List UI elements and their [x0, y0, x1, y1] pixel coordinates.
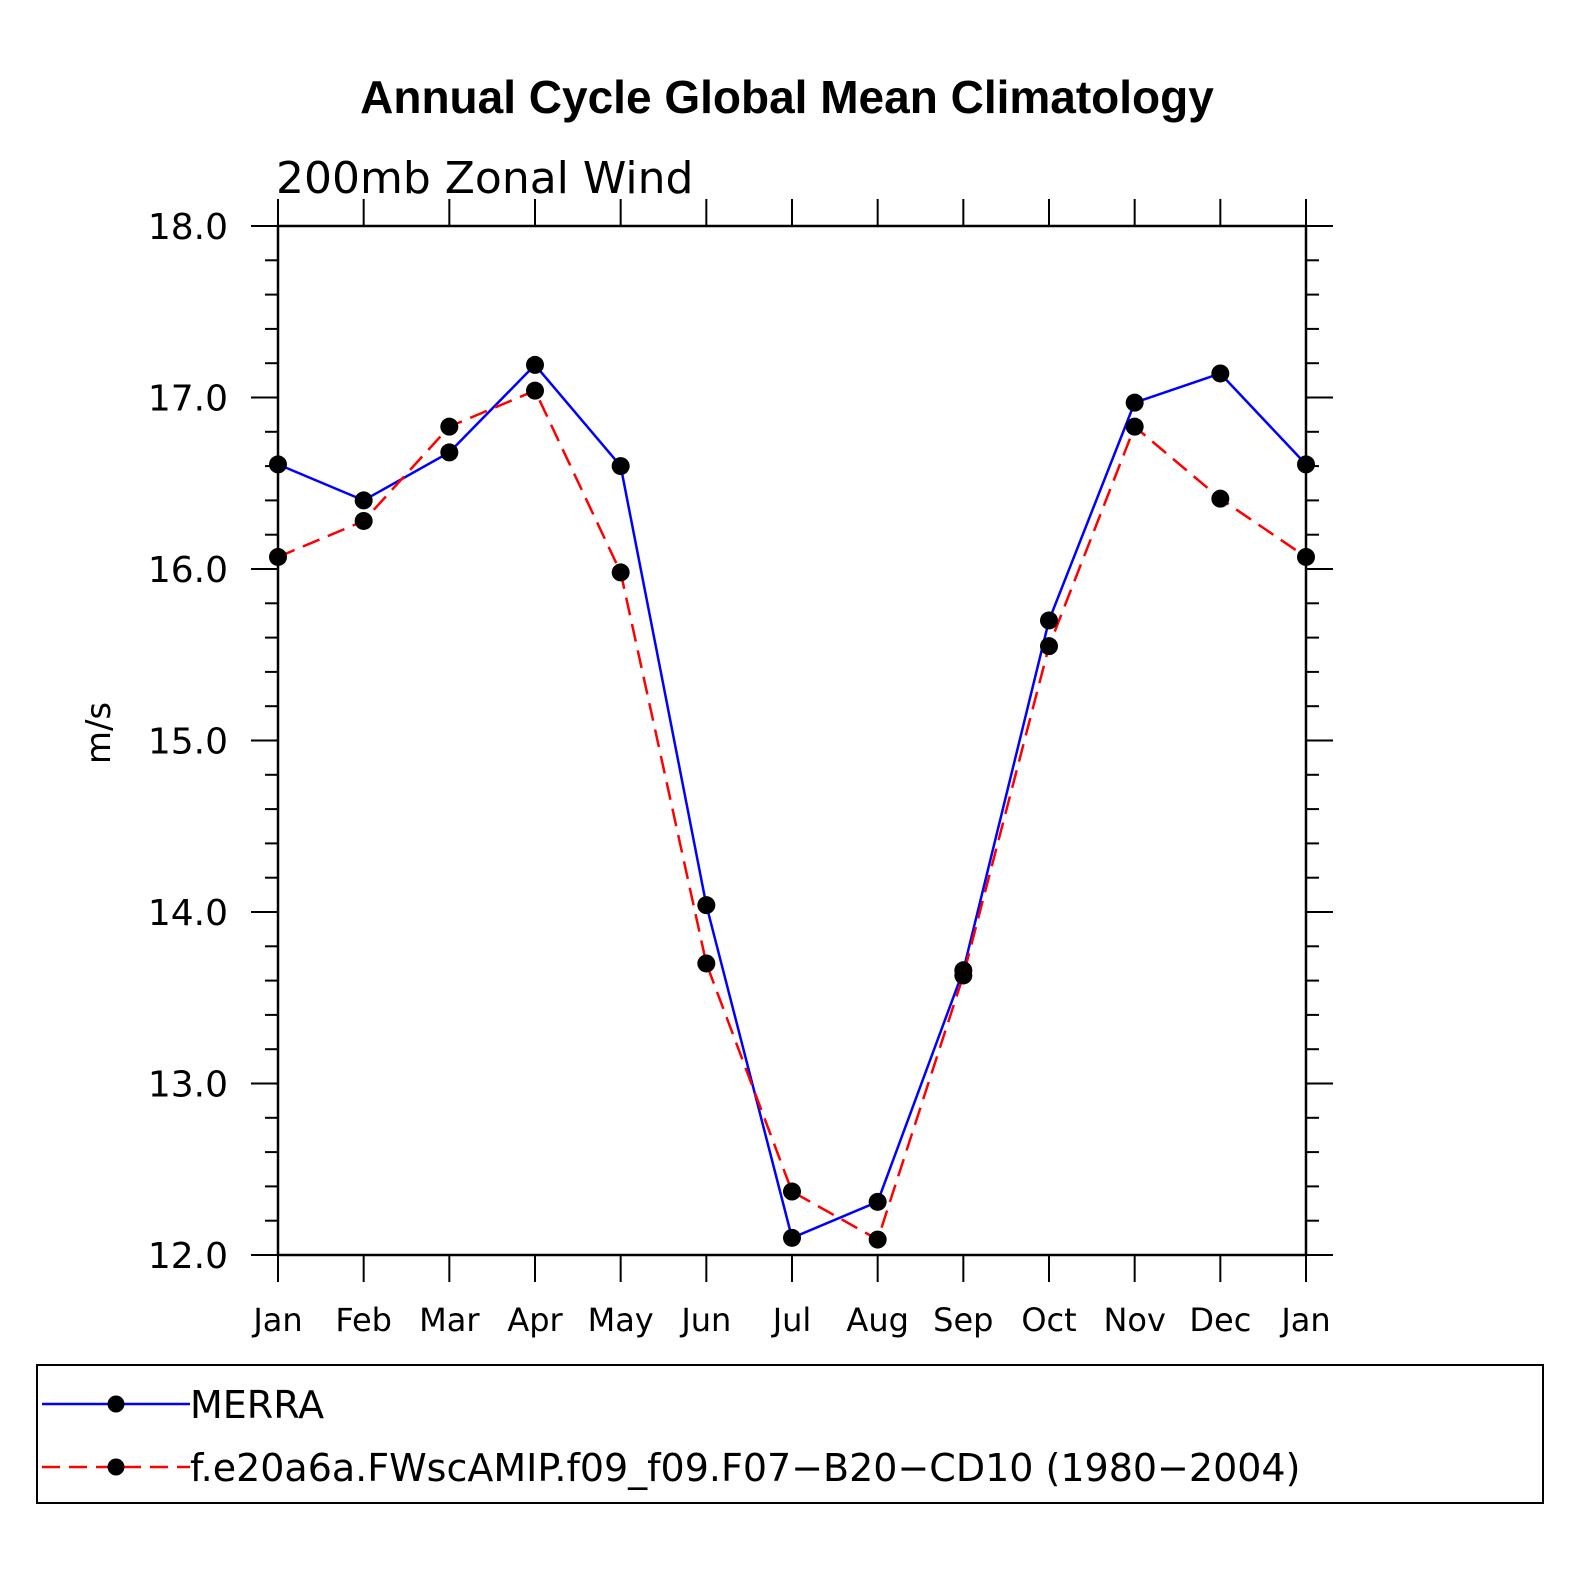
data-point-series-1: [440, 417, 459, 436]
data-point-series-1: [1211, 489, 1230, 508]
y-tick-label: 15.0: [148, 722, 228, 763]
legend-box: [36, 1364, 1544, 1504]
data-point-series-0: [269, 455, 287, 474]
data-point-series-0: [354, 491, 373, 510]
x-tick-labels: Jan Feb Mar Apr May Jun Jul Aug Sep Oct Nov Dec Jan: [251, 1301, 1330, 1339]
legend: MERRA f.e20a6a.FWscAMIP.f09_f09.F07−B20−…: [36, 1364, 1544, 1504]
data-point-series-0: [611, 457, 630, 476]
x-tick-label: Aug: [846, 1301, 908, 1339]
data-point-series-1: [1040, 637, 1058, 656]
x-tick-label: Apr: [507, 1301, 563, 1339]
data-point-series-0: [526, 355, 544, 374]
y-tick-label: 17.0: [148, 379, 228, 420]
x-tick-label: Feb: [335, 1301, 392, 1339]
data-point-series-0: [697, 896, 716, 915]
x-tick-label: Jan: [251, 1301, 302, 1339]
data-point-series-0: [1297, 455, 1315, 474]
data-point-series-0: [1125, 393, 1144, 412]
series-line-0: [277, 363, 1307, 1240]
data-point-series-1: [354, 511, 373, 530]
y-tick-label: 14.0: [148, 893, 228, 934]
x-tick-label: May: [588, 1301, 654, 1339]
legend-marker-model: [107, 1458, 125, 1476]
legend-label-model: f.e20a6a.FWscAMIP.f09_f09.F07−B20−CD10 (…: [190, 1446, 1300, 1490]
data-point-series-1: [954, 966, 973, 985]
y-tick-labels: 12.0 13.0 14.0 15.0 16.0 17.0 18.0: [148, 207, 228, 1277]
x-tick-label: Dec: [1189, 1301, 1251, 1339]
data-point-series-1: [269, 547, 287, 566]
data-point-series-1: [526, 381, 544, 400]
x-tick-label: Sep: [933, 1301, 993, 1339]
x-tick-label: Oct: [1021, 1301, 1076, 1339]
axes: [251, 199, 1333, 1282]
data-point-series-1: [868, 1230, 887, 1249]
y-axis-label: m/s: [79, 702, 119, 764]
data-point-series-1: [611, 563, 630, 582]
y-tick-label: 12.0: [148, 1236, 228, 1277]
legend-label-merra: MERRA: [190, 1383, 324, 1427]
y-tick-label: 13.0: [148, 1065, 228, 1106]
data-point-series-0: [783, 1228, 801, 1247]
data-point-series-0: [440, 443, 459, 462]
data-point-series-1: [697, 954, 716, 973]
legend-marker-merra: [107, 1395, 125, 1413]
plot-frame: [276, 224, 1308, 1257]
x-tick-label: Jan: [1279, 1301, 1330, 1339]
data-point-series-1: [783, 1182, 801, 1201]
y-tick-label: 16.0: [148, 550, 228, 591]
chart-subtitle: 200mb Zonal Wind: [276, 153, 693, 204]
data-point-series-1: [1297, 547, 1315, 566]
y-tick-label: 18.0: [148, 207, 228, 248]
data-point-series-1: [1125, 417, 1144, 436]
series-group: [269, 355, 1315, 1249]
x-tick-label: Jul: [771, 1301, 812, 1339]
series-line-1: [277, 389, 1307, 1242]
data-point-series-0: [868, 1192, 887, 1211]
x-tick-label: Nov: [1103, 1301, 1165, 1339]
data-point-series-0: [1040, 611, 1058, 630]
x-tick-label: Jun: [679, 1301, 731, 1339]
data-point-series-0: [1211, 364, 1230, 383]
chart-title: Annual Cycle Global Mean Climatology: [360, 71, 1214, 123]
x-tick-label: Mar: [419, 1301, 480, 1339]
